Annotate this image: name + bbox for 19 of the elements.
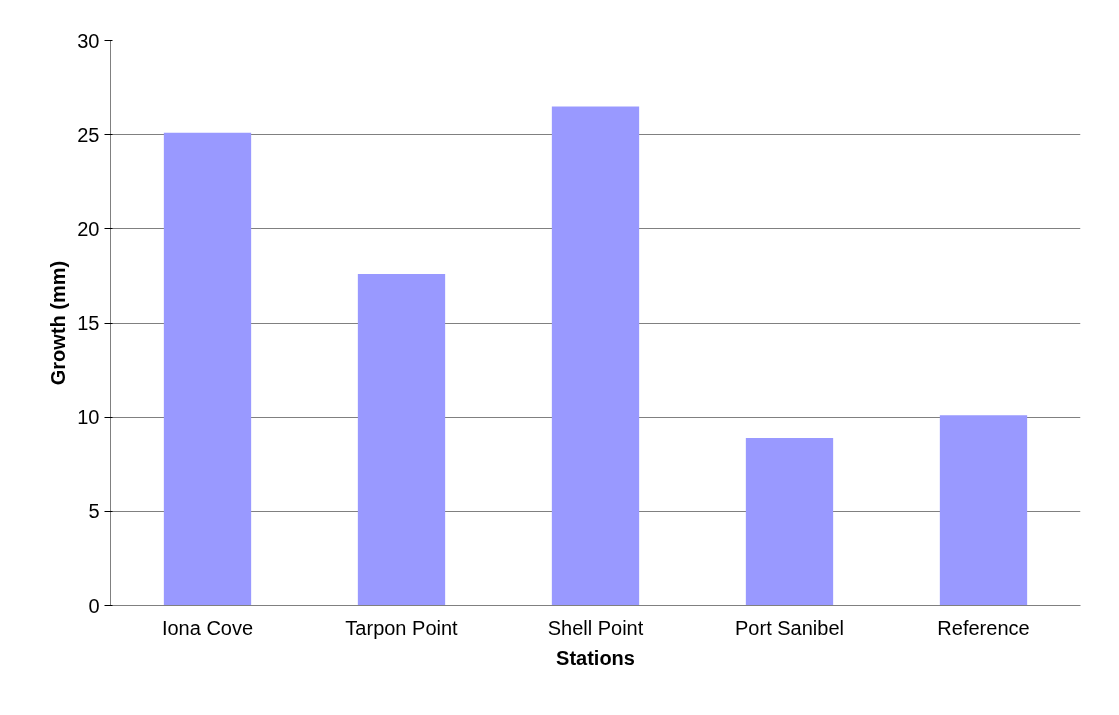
x-axis-title: Stations (556, 646, 635, 669)
bar (357, 274, 446, 606)
y-tick-label: 5 (88, 500, 100, 523)
y-tick-label: 20 (77, 217, 100, 240)
x-tick-label: Shell Point (547, 616, 644, 639)
y-tick-label: 15 (77, 312, 100, 334)
y-tick-label: 25 (77, 123, 100, 146)
bar (551, 106, 640, 606)
x-tick-label: Iona Cove (161, 616, 254, 639)
bar (163, 132, 252, 606)
y-tick-label: 0 (88, 594, 100, 617)
x-tick-label: Tarpon Point (345, 616, 459, 639)
y-tick-label: 30 (77, 29, 100, 52)
y-tick-label: 10 (77, 406, 100, 429)
y-axis-title: Growth (mm) (47, 260, 70, 386)
x-tick-label: Reference (937, 616, 1030, 639)
x-tick-label: Port Sanibel (735, 616, 844, 639)
bar (939, 415, 1028, 606)
bar (745, 437, 834, 606)
